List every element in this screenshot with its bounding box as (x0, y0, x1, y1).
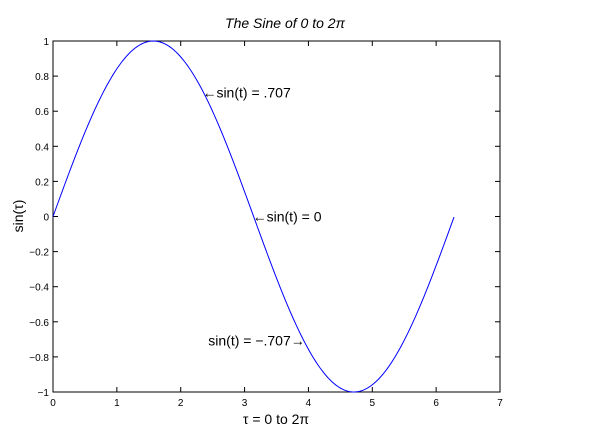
y-tick-label: 0.8 (35, 72, 49, 83)
x-tick-label: 2 (178, 398, 184, 409)
x-tick-label: 3 (242, 398, 248, 409)
y-tick-label: 0.4 (35, 142, 49, 153)
x-tick-label: 0 (50, 398, 56, 409)
y-tick-label: −0.4 (29, 283, 49, 294)
x-tick-label: 1 (114, 398, 120, 409)
chart-title: The Sine of 0 to 2π (225, 15, 346, 31)
x-tick-label: 6 (433, 398, 439, 409)
annotation-label: ←sin(t) = .707 (202, 84, 291, 100)
y-tick-label: 0 (43, 213, 49, 224)
y-tick-label: −0.2 (29, 248, 49, 259)
y-tick-label: −0.8 (29, 353, 49, 364)
y-tick-label: 0.2 (35, 177, 49, 188)
x-tick-label: 4 (306, 398, 312, 409)
y-axis-label: sin(τ) (10, 200, 26, 233)
y-tick-label: −0.6 (29, 318, 49, 329)
y-tick-label: 1 (43, 37, 49, 48)
annotations: ←sin(t) = .707 ←sin(t) = 0 sin(t) = −.707→ (202, 84, 321, 348)
x-axis-ticks: 0 1 2 3 4 5 6 7 (50, 41, 503, 409)
annotation-label: ←sin(t) = 0 (253, 209, 322, 225)
x-axis-label: τ = 0 to 2π (243, 411, 310, 427)
series-line-sine (52, 40, 455, 393)
x-tick-label: 7 (497, 398, 503, 409)
y-tick-label: 0.6 (35, 107, 49, 118)
y-tick-label: −1 (38, 388, 50, 399)
y-axis-ticks: −1 −0.8 −0.6 −0.4 −0.2 0 0.2 0.4 0.6 0.8 1 (29, 37, 500, 399)
x-tick-label: 5 (370, 398, 376, 409)
annotation-label: sin(t) = −.707→ (208, 333, 305, 349)
